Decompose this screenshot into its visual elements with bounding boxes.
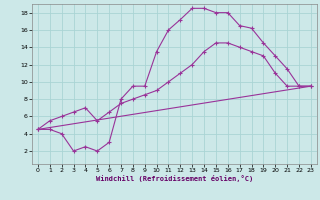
X-axis label: Windchill (Refroidissement éolien,°C): Windchill (Refroidissement éolien,°C) bbox=[96, 175, 253, 182]
